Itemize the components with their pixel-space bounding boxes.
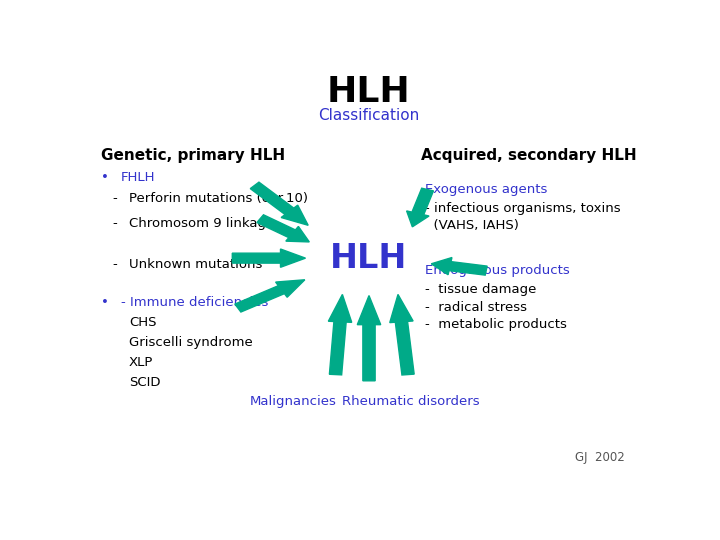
FancyArrow shape	[357, 295, 381, 381]
Text: Perforin mutations (chr.10): Perforin mutations (chr.10)	[129, 192, 308, 205]
Text: -: -	[112, 192, 117, 205]
Text: Malignancies: Malignancies	[251, 395, 337, 408]
Text: GJ  2002: GJ 2002	[575, 451, 625, 464]
Text: -  metabolic products: - metabolic products	[425, 319, 567, 332]
Text: Classification: Classification	[318, 109, 420, 124]
FancyArrow shape	[233, 249, 305, 267]
Text: (VAHS, IAHS): (VAHS, IAHS)	[425, 219, 518, 233]
Text: -: -	[112, 258, 117, 271]
Text: Griscelli syndrome: Griscelli syndrome	[129, 336, 253, 349]
Text: -: -	[112, 217, 117, 230]
FancyArrow shape	[328, 294, 352, 375]
Text: Rheumatic disorders: Rheumatic disorders	[342, 395, 480, 408]
Text: CHS: CHS	[129, 316, 156, 329]
FancyArrow shape	[251, 182, 308, 225]
Text: Acquired, secondary HLH: Acquired, secondary HLH	[421, 148, 637, 163]
Text: •: •	[101, 171, 109, 184]
Text: Genetic, primary HLH: Genetic, primary HLH	[101, 148, 285, 163]
Text: -  radical stress: - radical stress	[425, 301, 527, 314]
FancyArrow shape	[407, 188, 433, 227]
Text: XLP: XLP	[129, 356, 153, 369]
Text: Unknown mutations: Unknown mutations	[129, 258, 262, 271]
Text: Chromosom 9 linkage: Chromosom 9 linkage	[129, 217, 274, 230]
Text: - infectious organisms, toxins: - infectious organisms, toxins	[425, 202, 621, 215]
Text: - Immune deficiencies: - Immune deficiencies	[121, 295, 268, 308]
FancyArrow shape	[431, 258, 487, 275]
FancyArrow shape	[390, 294, 414, 375]
FancyArrow shape	[235, 280, 305, 312]
Text: FHLH: FHLH	[121, 171, 156, 184]
Text: HLH: HLH	[330, 241, 408, 275]
Text: Exogenous agents: Exogenous agents	[425, 183, 547, 197]
Text: Endogenous products: Endogenous products	[425, 265, 570, 278]
Text: SCID: SCID	[129, 376, 161, 389]
Text: HLH: HLH	[327, 75, 411, 109]
FancyArrow shape	[257, 215, 310, 242]
Text: -  tissue damage: - tissue damage	[425, 283, 536, 296]
Text: •: •	[101, 295, 109, 308]
